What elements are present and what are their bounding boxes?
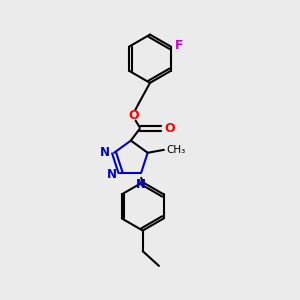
- Text: O: O: [128, 109, 139, 122]
- Text: O: O: [164, 122, 175, 135]
- Text: N: N: [107, 167, 117, 181]
- Text: F: F: [174, 39, 183, 52]
- Text: CH₃: CH₃: [167, 145, 186, 155]
- Text: N: N: [136, 178, 146, 191]
- Text: N: N: [100, 146, 110, 159]
